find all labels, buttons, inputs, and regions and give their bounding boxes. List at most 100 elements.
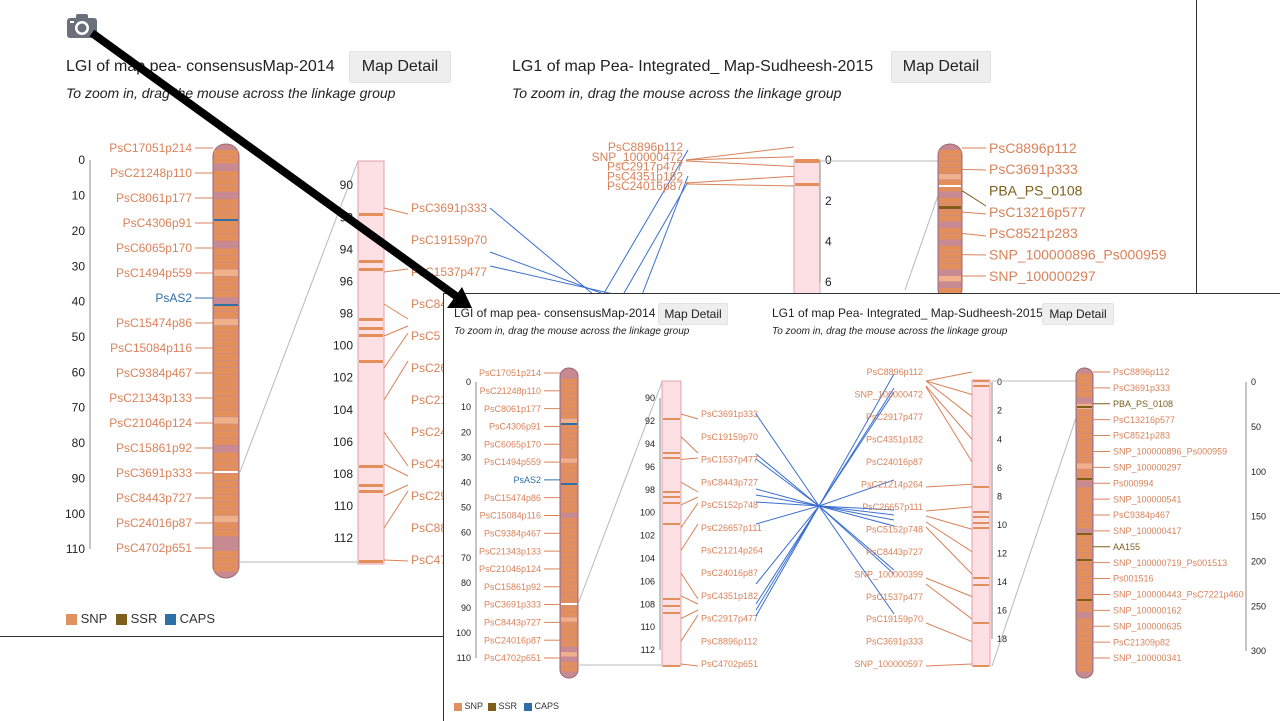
axis-tick-label: 96 (645, 462, 655, 472)
axis-tick-label: 100 (65, 507, 85, 521)
marker-leader (926, 516, 972, 529)
inset-linkage-group-2[interactable] (1076, 368, 1093, 678)
inset-linkage-group-1[interactable] (560, 368, 578, 678)
inset-legend-label-caps: CAPS (535, 701, 560, 711)
marker-label: PsC4351p182 (866, 435, 923, 445)
zoomed-band (663, 523, 680, 525)
back-linkage-group-1[interactable] (213, 144, 239, 578)
chromosome-band (561, 404, 577, 408)
zoomed-band (973, 380, 989, 382)
marker-label: PsC24016p87 (866, 457, 923, 467)
chromosome-band (1077, 398, 1092, 403)
inset-marker-labels-3: PsC8896p112SNP_100000472PsC2917p477PsC43… (854, 367, 972, 669)
chromosome-band (214, 452, 238, 458)
chromosome-band (214, 523, 238, 529)
zoomed-band (973, 486, 989, 488)
chromosome-band (214, 481, 238, 487)
zoomed-bar-2 (794, 160, 820, 300)
marker-label: PsC24 (411, 425, 447, 439)
marker-label: PsC4702p651 (701, 659, 758, 669)
inset-legend-swatch-caps (524, 703, 532, 711)
marker-leader (681, 437, 698, 453)
axis-tick-label: 60 (461, 528, 471, 538)
axis-tick-label: 90 (461, 603, 471, 613)
marker-label: PsC8443p727 (866, 547, 923, 557)
chromosome-band (561, 444, 577, 448)
axis-tick-label: 80 (72, 436, 86, 450)
chromosome-band (939, 276, 961, 281)
marker-leader (384, 269, 408, 272)
axis-tick-label: 0 (997, 377, 1002, 387)
zoomed-band (795, 183, 819, 186)
chromosome-band (214, 157, 238, 163)
marker-label: PsC9384p467 (484, 528, 541, 538)
marker-label: PsC21046p124 (479, 564, 541, 574)
marker-label: PsC8061p177 (116, 191, 192, 205)
inset-linkage-group-2-zoomed[interactable] (972, 380, 990, 667)
axis-tick-label: 96 (340, 274, 354, 288)
chromosome-band (1077, 541, 1092, 546)
chromosome-band (1077, 577, 1092, 582)
chromosome-band (561, 632, 577, 636)
axis-tick-label: 70 (461, 553, 471, 563)
axis-tick-label: 110 (66, 542, 85, 556)
axis-tick-label: 2 (825, 194, 832, 208)
chromosome-band (1077, 589, 1092, 594)
marker-label: PsC13216p577 (989, 204, 1086, 220)
chromosome-band (1077, 642, 1092, 647)
marker-label: PsC5152p748 (701, 500, 758, 510)
chromosome-band (561, 583, 577, 587)
chromosome-band (1077, 493, 1092, 498)
marker-label: PsC1537p477 (701, 455, 758, 465)
zoomed-band (359, 490, 383, 493)
back-linkage-group-2-zoomed[interactable] (794, 159, 820, 300)
marker-label: PsC15861p92 (484, 582, 541, 592)
chromosome-band (214, 185, 238, 191)
axis-tick-label: 30 (461, 452, 471, 462)
zoomed-band (973, 527, 989, 529)
back-linkage-group-2[interactable] (820, 144, 962, 300)
zoomed-band (663, 605, 680, 607)
chromosome-band (561, 518, 577, 522)
marker-label: PsC24016p87 (484, 635, 541, 645)
chromosome-band (561, 667, 577, 671)
chromosome-band (1077, 583, 1092, 588)
axis-tick-label: 60 (72, 365, 86, 379)
axis-tick-label: 98 (645, 485, 655, 495)
zoomed-band (973, 522, 989, 524)
chromosome-band (1077, 654, 1092, 659)
chromosome-band (1077, 469, 1092, 474)
zoomed-band (359, 334, 383, 337)
inset-zoomed-region[interactable] (662, 381, 681, 667)
chromosome-band (1077, 505, 1092, 510)
marker-label: PsC4306p91 (489, 422, 541, 432)
chromosome-band (561, 533, 577, 537)
axis-tick-label: 0 (825, 153, 832, 167)
zoomed-band (973, 584, 989, 586)
chromosome-band (1077, 553, 1092, 558)
marker-label: PsC21343p133 (109, 391, 192, 405)
chromosome-band (561, 419, 577, 423)
chromosome-band (214, 474, 238, 480)
back-zoomed-region[interactable] (358, 161, 384, 564)
marker-leader (962, 169, 986, 170)
marker-label: SNP_100000399 (854, 569, 923, 579)
chromosome-band (214, 389, 238, 395)
chromosome-band (214, 459, 238, 465)
marker-label: SNP_100000472 (854, 390, 923, 400)
caps-band (214, 219, 238, 221)
chromosome-band (561, 578, 577, 582)
marker-leader (681, 610, 698, 619)
marker-label: SNP_100000541 (1113, 494, 1182, 504)
chromosome-band (561, 394, 577, 398)
chromosome-band (561, 637, 577, 641)
axis-tick-label: 4 (825, 235, 832, 249)
marker-label: PsC4351p182 (701, 591, 758, 601)
marker-label: PsC26657p111 (701, 523, 762, 533)
marker-label: SNP_100000896_Ps000959 (989, 247, 1167, 263)
marker-label: PsC3691p333 (701, 409, 758, 419)
axis-tick-label: 110 (641, 622, 655, 632)
chromosome-band (561, 607, 577, 611)
chromosome-band (214, 248, 238, 254)
